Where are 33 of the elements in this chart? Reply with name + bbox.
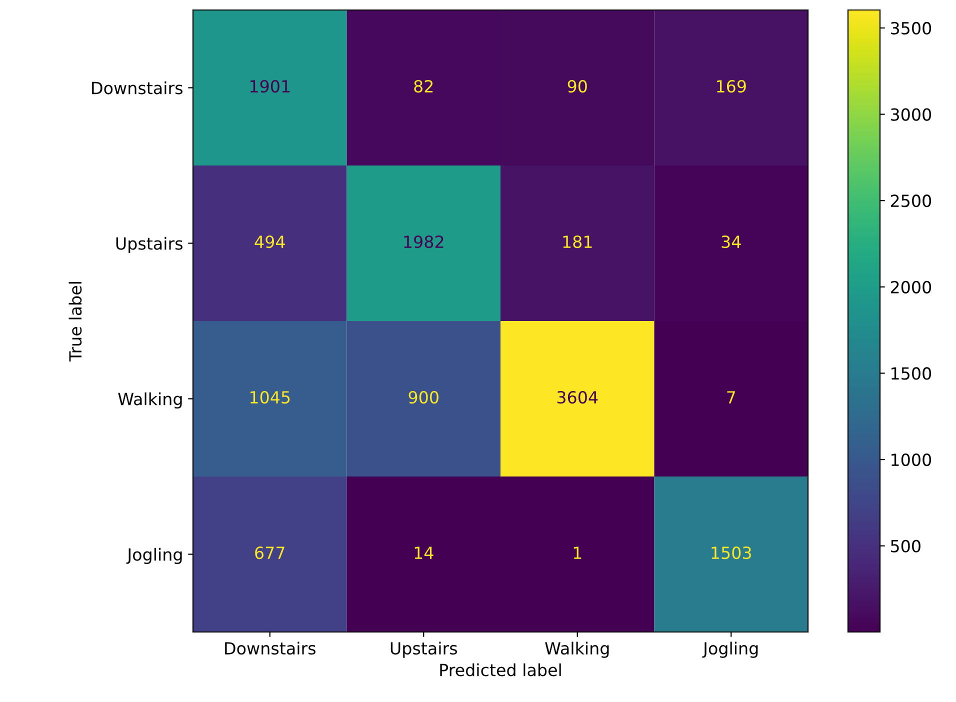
data-label: 82 <box>414 80 433 93</box>
data-label: 3604 <box>557 390 598 404</box>
color-bar-label: 3000 <box>890 108 932 121</box>
x-tick-label: Walking <box>545 642 609 658</box>
data-label: 14 <box>414 546 434 559</box>
data-label: 1 <box>574 546 582 559</box>
data-label: 1045 <box>250 390 290 404</box>
color-bar-label: 3500 <box>890 22 932 35</box>
color-bar-label: 2500 <box>890 194 932 208</box>
data-label: 677 <box>255 546 284 560</box>
y-tick-label: Walking <box>118 392 182 409</box>
data-label: 494 <box>254 235 285 248</box>
data-label: 90 <box>568 80 587 93</box>
color-bar-label: 1000 <box>892 454 932 466</box>
y-tick-label: Upstairs <box>116 236 182 254</box>
y-tick-label: Downstairs <box>92 81 182 94</box>
data-label: 7 <box>727 391 736 404</box>
data-label: 1982 <box>404 235 444 248</box>
data-label: 1503 <box>712 546 751 560</box>
x-tick-label: Downstairs <box>225 642 316 655</box>
data-label: 169 <box>717 80 746 93</box>
data-label: 181 <box>563 235 592 248</box>
y-axis-title: True label <box>68 282 82 362</box>
color-bar-label: 500 <box>891 540 920 552</box>
data-label: 34 <box>722 235 741 248</box>
x-tick-label: Jogling <box>702 642 758 658</box>
data-label: 900 <box>408 390 438 404</box>
color-bar-label: 1500 <box>892 367 932 380</box>
data-label: 1901 <box>250 80 290 93</box>
x-tick-label: Upstairs <box>390 642 457 658</box>
y-tick-label: Jogling <box>126 548 182 564</box>
color-bar-label: 2000 <box>890 280 932 294</box>
x-axis-title: Predicted label <box>440 663 561 676</box>
